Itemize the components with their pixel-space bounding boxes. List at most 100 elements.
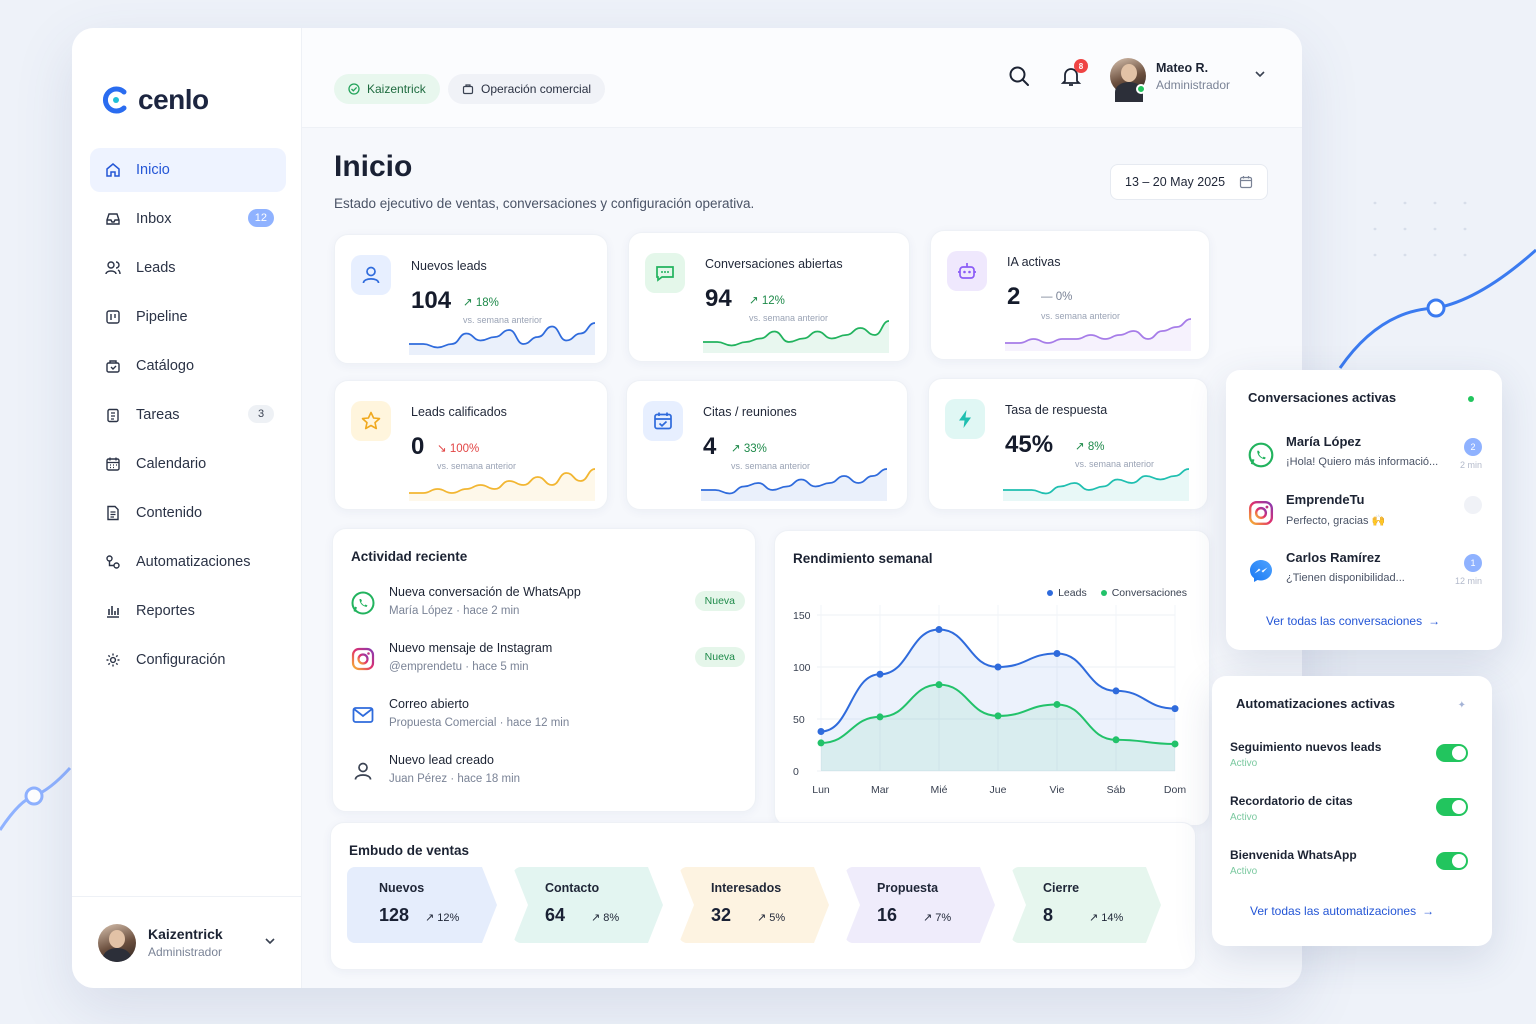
search-button[interactable] (1006, 63, 1032, 89)
activity-item[interactable]: Nuevo mensaje de Instagram @emprendetu ·… (349, 641, 745, 685)
sidebar-profile[interactable]: Kaizentrick Administrador (72, 896, 302, 988)
conversation-name: Carlos Ramírez (1286, 550, 1381, 565)
chevron-down-icon[interactable] (1254, 67, 1266, 85)
stat-card-nuevos-leads[interactable]: Nuevos leads 104 ↗ 18% vs. semana anteri… (334, 234, 608, 364)
stat-title: Nuevos leads (411, 259, 487, 273)
data-point[interactable] (935, 681, 943, 689)
conversation-item[interactable]: EmprendeTu Perfecto, gracias 🙌 (1246, 492, 1482, 544)
funnel-step-delta: ↗ 7% (923, 912, 952, 924)
sidebar-item-configuracion[interactable]: Configuración (90, 638, 286, 682)
data-point[interactable] (1053, 700, 1061, 708)
active-automations-panel: Automatizaciones activas ✦ Seguimiento n… (1212, 676, 1492, 946)
activity-item[interactable]: Nuevo lead creado Juan Pérez · hace 18 m… (349, 753, 745, 797)
link-label: Ver todas las conversaciones (1266, 614, 1423, 628)
workspace-chip[interactable]: Kaizentrick (334, 74, 440, 104)
data-point[interactable] (935, 626, 943, 634)
notifications-button[interactable]: 8 (1058, 59, 1088, 89)
search-icon (1009, 66, 1029, 86)
data-point[interactable] (876, 670, 884, 678)
stat-delta: ↗ 8% (1075, 441, 1105, 453)
data-point[interactable] (994, 663, 1002, 671)
conversation-item[interactable]: Carlos Ramírez ¿Tienen disponibilidad...… (1246, 550, 1482, 602)
funnel-step-label: Interesados (711, 881, 782, 895)
area-chip[interactable]: Operación comercial (448, 74, 606, 104)
funnel-step-value: 8 (1043, 905, 1054, 925)
activity-item[interactable]: Nueva conversación de WhatsApp María Lóp… (349, 585, 745, 629)
x-tick-label: Lun (812, 784, 830, 796)
stat-card-leads-calificados[interactable]: Leads calificados 0 ↘ 100% vs. semana an… (334, 380, 608, 510)
inbox-count-badge: 12 (247, 209, 274, 227)
data-point[interactable] (1053, 649, 1061, 657)
funnel-step-nuevos[interactable]: Nuevos 128 ↗ 12% (347, 867, 497, 943)
x-tick-label: Vie (1050, 784, 1065, 796)
arrow-right-icon: → (1428, 614, 1441, 628)
conversation-preview: ¡Hola! Quiero más informació... (1286, 456, 1439, 468)
data-point[interactable] (1171, 740, 1179, 748)
stat-card-conversaciones[interactable]: Conversaciones abiertas 94 ↗ 12% vs. sem… (628, 232, 910, 362)
sidebar-item-leads[interactable]: Leads (90, 246, 286, 290)
stat-card-ia-activas[interactable]: IA activas 2 — 0% vs. semana anterior (930, 230, 1210, 360)
funnel-step-interesados[interactable]: Interesados 32 ↗ 5% (679, 867, 829, 943)
sidebar-item-tareas[interactable]: Tareas 3 (90, 393, 286, 437)
chevron-down-icon[interactable] (264, 934, 276, 952)
data-point[interactable] (994, 712, 1002, 720)
automation-toggle[interactable] (1436, 852, 1468, 870)
funnel-step-cierre[interactable]: Cierre 8 ↗ 14% (1011, 867, 1161, 943)
whatsapp-icon (1246, 440, 1276, 470)
funnel-step-propuesta[interactable]: Propuesta 16 ↗ 7% (845, 867, 995, 943)
new-badge: Nueva (694, 647, 745, 667)
sidebar-item-inbox[interactable]: Inbox 12 (90, 197, 286, 241)
user-menu[interactable]: Mateo R. Administrador (1109, 58, 1266, 102)
notification-count: 8 (1073, 59, 1088, 73)
data-point[interactable] (817, 727, 825, 735)
conversation-item[interactable]: María López ¡Hola! Quiero más informació… (1246, 434, 1482, 486)
sidebar-item-calendario[interactable]: Calendario (90, 442, 286, 486)
data-point[interactable] (1112, 687, 1120, 695)
automation-toggle[interactable] (1436, 798, 1468, 816)
y-tick-label: 0 (793, 766, 799, 778)
sparkline (409, 468, 595, 501)
data-point[interactable] (817, 739, 825, 747)
clipboard-icon (104, 406, 122, 424)
instagram-icon (1246, 498, 1276, 528)
brand-logo[interactable]: cenlo (100, 84, 209, 116)
new-badge: Nueva (694, 591, 745, 611)
header-actions: 8 Mateo R. Administrador (1006, 58, 1266, 102)
funnel-step-value: 16 (877, 905, 898, 925)
sidebar-item-catalogo[interactable]: Catálogo (90, 344, 286, 388)
unread-badge: 2 (1464, 438, 1482, 456)
activity-title: Nuevo mensaje de Instagram (389, 641, 553, 655)
automation-toggle[interactable] (1436, 744, 1468, 762)
funnel-step-contacto[interactable]: Contacto 64 ↗ 8% (513, 867, 663, 943)
sidebar-item-pipeline[interactable]: Pipeline (90, 295, 286, 339)
data-point[interactable] (1112, 736, 1120, 744)
whatsapp-icon (349, 589, 377, 617)
automation-icon (104, 553, 122, 571)
legend-item-conversaciones[interactable]: Conversaciones (1100, 587, 1187, 599)
x-tick-label: Mar (871, 784, 890, 796)
users-icon (104, 259, 122, 277)
robot-icon (947, 251, 987, 291)
view-all-conversations-link[interactable]: Ver todas las conversaciones → (1266, 614, 1440, 628)
sidebar-item-contenido[interactable]: Contenido (90, 491, 286, 535)
view-all-automations-link[interactable]: Ver todas las automatizaciones → (1250, 904, 1434, 918)
stat-card-citas[interactable]: Citas / reuniones 4 ↗ 33% vs. semana ant… (626, 380, 908, 510)
stat-title: Tasa de respuesta (1005, 403, 1108, 417)
sparkline (1005, 318, 1191, 351)
date-range-picker[interactable]: 13 – 20 May 2025 (1110, 164, 1268, 200)
chart-title: Rendimiento semanal (793, 551, 933, 566)
data-point[interactable] (1171, 705, 1179, 713)
data-point[interactable] (876, 713, 884, 721)
stat-card-tasa-respuesta[interactable]: Tasa de respuesta 45% ↗ 8% vs. semana an… (928, 378, 1208, 510)
sparkline (1003, 468, 1189, 501)
legend-item-leads[interactable]: Leads (1047, 587, 1087, 599)
page-title: Inicio (334, 150, 413, 183)
briefcase-icon (462, 84, 474, 95)
sidebar-item-inicio[interactable]: Inicio (90, 148, 286, 192)
activity-item[interactable]: Correo abierto Propuesta Comercial · hac… (349, 697, 745, 741)
sidebar-item-automatizaciones[interactable]: Automatizaciones (90, 540, 286, 584)
sidebar-item-reportes[interactable]: Reportes (90, 589, 286, 633)
stat-title: Leads calificados (411, 405, 507, 419)
funnel-step-delta: ↗ 12% (425, 912, 460, 924)
sparkline (703, 320, 889, 353)
